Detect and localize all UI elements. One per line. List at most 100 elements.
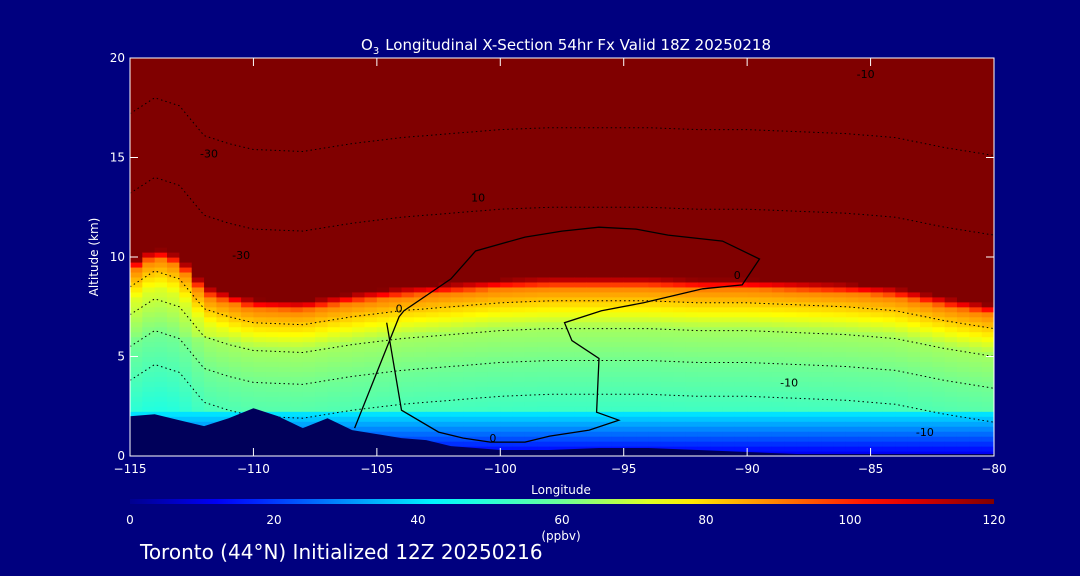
field-cell [327,361,341,368]
field-cell [241,301,255,308]
field-cell [734,321,748,328]
field-cell [512,97,526,104]
field-cell [796,346,810,353]
field-cell [771,117,785,124]
field-cell [450,266,464,273]
field-cell [796,306,810,313]
field-cell [882,261,896,268]
field-cell [833,257,847,263]
field-cell [747,301,761,308]
field-cell [685,381,699,387]
field-cell [562,386,575,392]
field-cell [401,212,415,218]
field-cell [364,177,378,183]
field-cell [154,247,168,253]
field-cell [710,331,724,338]
field-cell [808,296,822,303]
field-cell [660,58,674,64]
field-cell [265,117,279,124]
field-cell [167,127,180,134]
field-cell [784,227,798,233]
field-cell [882,137,896,144]
field-cell [759,306,773,313]
field-cell [315,212,329,218]
field-cell [376,261,390,268]
field-cell [191,112,205,119]
field-cell [821,331,835,338]
field-cell [463,326,477,333]
field-cell [290,197,304,203]
field-cell [562,202,575,208]
field-cell [228,92,242,99]
field-cell [216,356,230,363]
field-cell [562,436,575,442]
field-cell [599,207,612,213]
field-cell [364,157,378,164]
field-cell [747,117,761,124]
field-cell [611,296,625,303]
field-cell [734,107,748,114]
field-cell [562,102,575,109]
field-cell [771,217,785,223]
field-cell [376,386,390,392]
field-cell [302,132,316,139]
field-cell [487,416,501,422]
field-cell [574,247,588,253]
field-cell [142,212,156,218]
field-cell [734,446,748,452]
field-cell [401,162,415,169]
field-cell [364,227,378,233]
field-cell [216,177,230,183]
field-cell [327,356,341,363]
field-cell [648,331,662,338]
field-cell [524,296,538,303]
field-cell [154,227,168,233]
field-cell [216,77,230,84]
field-cell [710,137,724,144]
field-cell [512,421,526,427]
field-cell [747,252,761,258]
field-cell [487,281,501,288]
field-cell [858,281,872,288]
field-cell [413,411,427,417]
field-cell [426,386,440,392]
field-cell [278,301,292,308]
field-cell [130,142,143,149]
field-cell [796,132,810,139]
field-cell [784,436,798,442]
field-cell [821,137,835,144]
field-cell [845,301,859,308]
field-cell [253,122,267,129]
field-cell [747,306,761,313]
field-cell [808,416,822,422]
field-cell [352,316,366,323]
field-cell [290,252,304,258]
field-cell [821,252,835,258]
field-cell [870,361,884,368]
field-cell [413,222,427,228]
field-cell [623,326,637,333]
field-cell [315,341,329,348]
field-cell [808,102,822,109]
field-cell [796,212,810,218]
field-cell [870,316,884,323]
field-cell [574,326,588,333]
field-cell [376,406,390,412]
field-cell [734,351,748,358]
field-cell [290,271,304,278]
field-cell [747,276,761,283]
field-cell [574,276,588,283]
field-cell [697,137,711,144]
field-cell [870,301,884,308]
field-cell [463,58,477,64]
field-cell [882,391,896,397]
field-cell [771,82,785,89]
field-cell [228,137,242,144]
field-cell [339,142,353,149]
field-cell [376,222,390,228]
field-cell [808,261,822,268]
field-cell [302,97,316,104]
field-cell [697,331,711,338]
field-cell [413,102,427,109]
field-cell [524,207,538,213]
